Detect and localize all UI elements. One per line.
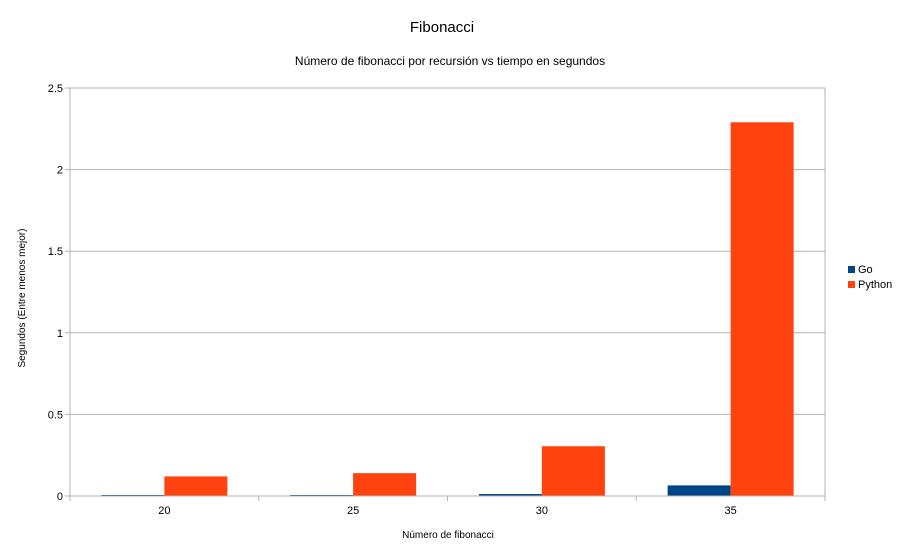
x-axis-label: Número de fibonacci (402, 530, 494, 541)
chart-subtitle: Número de fibonacci por recursión vs tie… (295, 54, 605, 68)
y-tick-label: 2 (57, 165, 63, 177)
x-tick-label: 35 (725, 505, 737, 517)
y-axis-label: Segundos (Entre menos mejor) (17, 229, 28, 368)
chart-title: Fibonacci (410, 19, 474, 36)
bar-go-30 (478, 494, 542, 496)
bar-python-35 (730, 122, 794, 496)
x-tick-label: 25 (347, 505, 359, 517)
axes (65, 87, 826, 501)
legend-label-python: Python (858, 279, 892, 291)
legend-swatch-go (848, 266, 855, 273)
bar-python-20 (164, 476, 228, 496)
y-tick-label: 2.5 (48, 83, 63, 95)
x-tick-label: 30 (536, 505, 548, 517)
bar-go-35 (667, 485, 731, 496)
y-tick-label: 0.5 (48, 409, 63, 421)
gridlines (70, 87, 825, 497)
legend-label-go: Go (858, 264, 873, 276)
bar-python-30 (541, 446, 605, 496)
y-tick-label: 1.5 (48, 246, 63, 258)
y-tick-label: 0 (57, 491, 63, 503)
bar-python-25 (353, 473, 417, 496)
y-tick-labels: 0 0.5 1 1.5 2 2.5 (48, 83, 63, 503)
bars (101, 122, 794, 496)
legend-swatch-python (848, 281, 855, 288)
y-tick-label: 1 (57, 328, 63, 340)
x-tick-labels: 20 25 30 35 (158, 505, 737, 517)
legend: Go Python (848, 264, 892, 291)
x-tick-label: 20 (158, 505, 170, 517)
